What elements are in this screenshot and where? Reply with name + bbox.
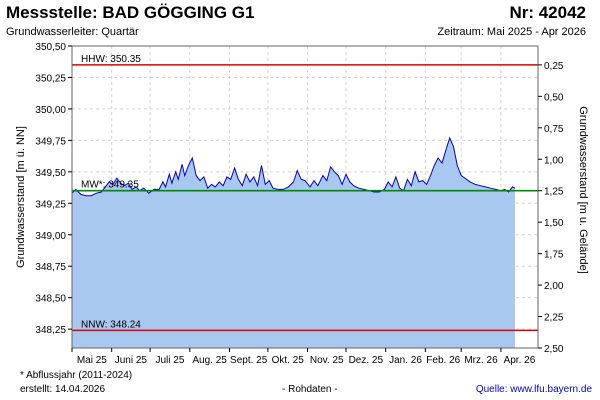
x-axis: Mai 25 Juni 25 Juli 25 Aug. 25 Sept. 25 Okt. … <box>71 348 536 366</box>
left-axis: 348,25 348,50 348,75 349,00 349,25 349,50 349,… <box>35 42 72 336</box>
x-tick-label: Mai 25 <box>77 355 107 366</box>
source-link[interactable]: Quelle: www.lfu.bayern.de <box>475 384 592 395</box>
left-tick-label: 349,50 <box>35 168 66 179</box>
left-tick-label: 348,50 <box>35 294 66 305</box>
x-tick-label: Aug. 25 <box>192 355 227 366</box>
reference-label: MW*: 349.35 <box>81 180 139 191</box>
x-tick-label: Juni 25 <box>115 355 148 366</box>
right-tick-label: 1,00 <box>544 155 564 166</box>
right-axis-label: Grundwasserstand [m u. Gelände] <box>577 106 589 274</box>
left-tick-label: 349,75 <box>35 136 66 147</box>
left-axis-label: Grundwasserstand [m ü. NN] <box>15 126 27 268</box>
left-tick-label: 348,75 <box>35 262 66 273</box>
reference-label: HHW: 350.35 <box>81 54 141 65</box>
right-tick-label: 0,50 <box>544 92 564 103</box>
left-tick-label: 350,25 <box>35 73 66 84</box>
reference-label: NNW: 348.24 <box>81 319 141 330</box>
right-tick-label: 1,50 <box>544 218 564 229</box>
station-title: Messstelle: BAD GÖGGING G1 <box>6 3 255 22</box>
left-tick-label: 350,00 <box>35 105 66 116</box>
x-tick-label: Okt. 25 <box>272 355 305 366</box>
plot-frame <box>71 45 539 349</box>
raw-data-label: - Rohdaten - <box>282 384 338 395</box>
x-tick-label: Feb. 26 <box>426 355 460 366</box>
left-tick-label: 350,50 <box>35 42 66 53</box>
x-tick-label: Sept. 25 <box>230 355 268 366</box>
aquifer-label: Grundwasserleiter: Quartär <box>6 26 139 38</box>
left-tick-label: 349,00 <box>35 231 66 242</box>
right-axis: 0,25 0,50 0,75 1,00 1,25 1,50 1,75 2,00 2,25 2,50 <box>538 61 564 355</box>
station-number: Nr: 42042 <box>509 3 586 22</box>
right-tick-label: 0,75 <box>544 124 564 135</box>
x-tick-label: Dez. 25 <box>349 355 384 366</box>
right-tick-label: 2,50 <box>544 344 564 355</box>
level-line <box>71 136 516 197</box>
left-tick-label: 348,25 <box>35 325 66 336</box>
right-tick-label: 1,75 <box>544 250 564 261</box>
x-tick-label: Nov. 25 <box>310 355 344 366</box>
x-tick-label: Apr. 26 <box>504 355 536 366</box>
created-date: erstellt: 14.04.2026 <box>20 384 106 395</box>
footnote: * Abflussjahr (2011-2024) <box>20 370 133 381</box>
x-tick-label: Mrz. 26 <box>464 355 498 366</box>
level-area <box>71 136 516 348</box>
x-tick-label: Juli 25 <box>155 355 184 366</box>
x-tick-label: Jan. 26 <box>389 355 422 366</box>
right-tick-label: 2,00 <box>544 281 564 292</box>
right-tick-label: 2,25 <box>544 313 564 324</box>
right-tick-label: 1,25 <box>544 187 564 198</box>
reference-lines: HHW: 350.35 MW*: 349.35 NNW: 348.24 <box>72 54 538 332</box>
left-tick-label: 349,25 <box>35 199 66 210</box>
period-label: Zeitraum: Mai 2025 - Apr 2026 <box>437 26 586 38</box>
right-tick-label: 0,25 <box>544 61 564 72</box>
level-fill <box>72 137 515 348</box>
